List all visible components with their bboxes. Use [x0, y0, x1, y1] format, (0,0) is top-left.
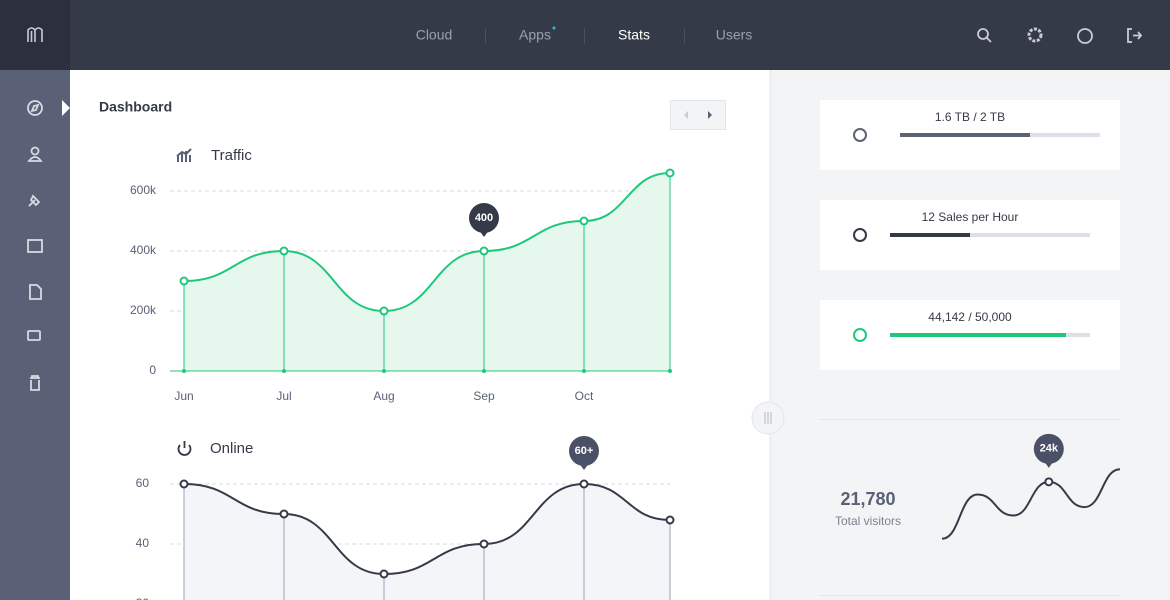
point[interactable] — [479, 246, 489, 256]
x-tick-label: Jun — [174, 389, 193, 403]
chart-title: Traffic — [211, 147, 252, 164]
card-label: 12 Sales per Hour — [922, 210, 1019, 224]
base-dot — [582, 369, 586, 373]
page-title: Dashboard — [99, 99, 172, 115]
tooltip-label: 60+ — [575, 445, 594, 457]
point[interactable] — [579, 216, 589, 226]
tooltip-label: 400 — [475, 212, 493, 224]
visitors-label: Total visitors — [835, 514, 901, 528]
x-tick-label: Sep — [473, 389, 495, 403]
handle-grip — [764, 412, 772, 424]
point[interactable] — [379, 306, 389, 316]
active-pointer — [62, 100, 70, 116]
card-label: 1.6 TB / 2 TB — [935, 110, 1005, 124]
y-tick-label: 20 — [136, 596, 150, 600]
base-dot — [182, 369, 186, 373]
nav-item[interactable]: Cloud — [416, 27, 453, 43]
area — [184, 484, 670, 600]
icon-sync[interactable] — [1077, 28, 1093, 44]
x-tick-label: Aug — [373, 389, 394, 403]
point[interactable] — [279, 509, 289, 519]
icon-settings[interactable] — [1027, 27, 1043, 43]
y-tick-label: 400k — [130, 243, 157, 257]
card-label: 44,142 / 50,000 — [928, 310, 1012, 324]
progress-bar — [890, 333, 1066, 337]
point[interactable] — [179, 479, 189, 489]
line — [183, 482, 671, 576]
visitors-value: 21,780 — [840, 489, 895, 509]
icon-file[interactable] — [29, 284, 42, 300]
base-dot — [382, 369, 386, 373]
icon-pin[interactable] — [28, 194, 41, 207]
line — [941, 468, 1121, 540]
card-icon — [853, 328, 867, 342]
base-dot — [668, 369, 672, 373]
x-tick-label: Jul — [276, 389, 291, 403]
icon-calendar[interactable] — [27, 239, 43, 253]
icon-chat[interactable] — [27, 330, 41, 341]
line — [183, 172, 671, 313]
point[interactable] — [665, 515, 675, 525]
logo — [27, 27, 43, 42]
y-tick-label: 0 — [149, 363, 156, 377]
point[interactable] — [479, 539, 489, 549]
nav-badge — [552, 26, 556, 30]
base-dot — [482, 369, 486, 373]
icon-search[interactable] — [977, 28, 989, 40]
tooltip — [569, 436, 599, 466]
pager — [670, 100, 726, 130]
nav-item[interactable]: Users — [716, 27, 753, 43]
tooltip — [1033, 433, 1064, 464]
point[interactable] — [665, 168, 675, 178]
tooltip — [469, 203, 499, 233]
chart-title: Online — [210, 440, 253, 457]
progress-bar — [900, 133, 1030, 137]
progress-bar — [890, 233, 970, 237]
icon-user-body — [27, 156, 43, 162]
point[interactable] — [179, 276, 189, 286]
y-tick-label: 200k — [130, 303, 157, 317]
icon-compass — [30, 103, 40, 113]
icon-search-handle — [986, 37, 992, 43]
point[interactable] — [579, 479, 589, 489]
icon-trash[interactable] — [30, 375, 40, 391]
icon-user[interactable] — [30, 146, 40, 156]
point[interactable] — [279, 246, 289, 256]
header-icons — [977, 27, 1143, 44]
base-dot — [282, 369, 286, 373]
y-tick-label: 600k — [130, 183, 157, 197]
card-icon — [853, 128, 867, 142]
y-tick-label: 40 — [136, 536, 150, 550]
card-icon — [853, 228, 867, 242]
point[interactable] — [1044, 477, 1054, 487]
traffic-icon — [176, 148, 192, 162]
sidebar — [0, 70, 70, 600]
icon-logout[interactable] — [1127, 28, 1143, 43]
x-tick-label: Oct — [575, 389, 594, 403]
tooltip-label: 24k — [1040, 443, 1059, 455]
prev-button[interactable] — [684, 111, 688, 119]
nav-item[interactable]: Apps — [519, 27, 551, 43]
nav-item[interactable]: Stats — [618, 27, 650, 43]
icon-dashboard[interactable] — [27, 100, 43, 116]
progress-track — [890, 233, 1090, 237]
online-icon — [177, 441, 192, 456]
point[interactable] — [379, 569, 389, 579]
area — [184, 173, 670, 371]
y-tick-label: 60 — [136, 476, 150, 490]
sidebar-icons — [27, 100, 43, 391]
next-button[interactable] — [708, 111, 712, 119]
